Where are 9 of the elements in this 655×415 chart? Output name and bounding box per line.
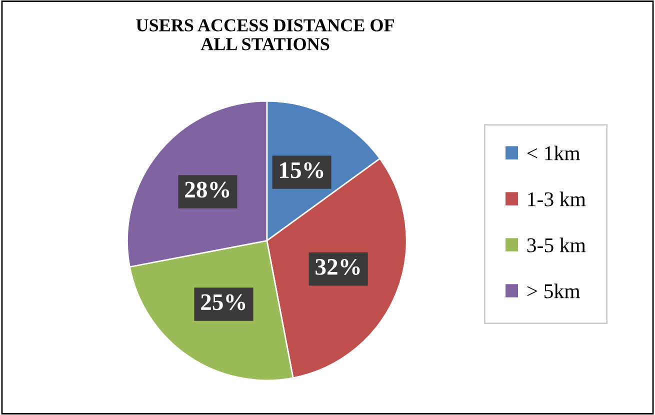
data-label: 28% <box>185 182 230 198</box>
legend-label: < 1km <box>527 146 580 160</box>
legend-label: 1-3 km <box>528 192 586 206</box>
data-label: 15% <box>280 162 324 178</box>
chart-title: USERS ACCESS DISTANCE OF ALL STATIONS <box>136 19 394 50</box>
data-label: 32% <box>316 258 360 275</box>
legend-label: > 5km <box>527 284 580 298</box>
legend-label: 3-5 km <box>527 238 586 252</box>
data-label: 25% <box>201 294 246 310</box>
